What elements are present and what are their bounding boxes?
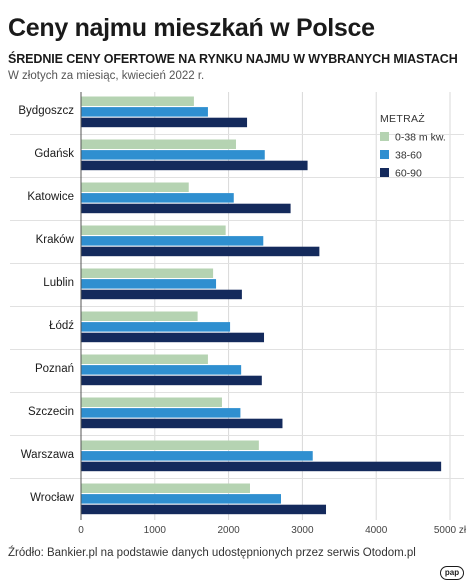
bar bbox=[81, 322, 231, 332]
x-tick-label: 2000 bbox=[217, 525, 240, 536]
legend-label: 60-90 bbox=[395, 168, 422, 180]
bar bbox=[81, 279, 217, 289]
bar bbox=[81, 236, 264, 246]
legend-title: METRAŻ bbox=[380, 112, 425, 125]
bar bbox=[81, 397, 222, 407]
bar bbox=[81, 246, 320, 257]
x-tick-label: 0 bbox=[78, 525, 84, 536]
pap-logo: pap bbox=[440, 566, 464, 580]
legend-swatch bbox=[380, 150, 389, 159]
bar bbox=[81, 268, 214, 278]
legend-label: 0-38 m kw. bbox=[395, 132, 446, 144]
unit-note: W złotych za miesiąc, kwiecień 2022 r. bbox=[8, 70, 205, 82]
chart-title: Ceny najmu mieszkań w Polsce bbox=[8, 14, 375, 42]
category-label: Lublin bbox=[43, 277, 74, 289]
bar bbox=[81, 440, 259, 450]
bar bbox=[81, 193, 234, 203]
bar bbox=[81, 408, 241, 418]
bar bbox=[81, 504, 327, 515]
category-label: Warszawa bbox=[21, 449, 75, 461]
x-tick-label: 1000 bbox=[144, 525, 167, 536]
x-tick-label: 5000 zł bbox=[434, 525, 467, 536]
category-label: Poznań bbox=[35, 363, 74, 375]
category-label: Katowice bbox=[27, 191, 74, 203]
bar bbox=[81, 117, 248, 128]
bar bbox=[81, 160, 308, 171]
category-label: Wrocław bbox=[30, 492, 75, 504]
legend-swatch bbox=[380, 132, 389, 141]
bar bbox=[81, 483, 251, 493]
bar bbox=[81, 96, 194, 106]
bar bbox=[81, 225, 226, 235]
bar bbox=[81, 182, 189, 192]
category-label: Kraków bbox=[36, 234, 75, 246]
bar bbox=[81, 494, 281, 504]
bar-chart: Bydgoszcz Gdańsk Katowice Kraków Lublin Łódź P… bbox=[10, 92, 467, 536]
category-label: Bydgoszcz bbox=[18, 105, 74, 117]
bar bbox=[81, 150, 265, 160]
x-tick-label: 3000 bbox=[291, 525, 314, 536]
bar bbox=[81, 418, 283, 429]
bar bbox=[81, 451, 313, 461]
bar bbox=[81, 354, 208, 364]
category-label: Gdańsk bbox=[34, 148, 74, 160]
category-label: Łódź bbox=[49, 320, 74, 332]
bar bbox=[81, 203, 291, 214]
source-note: Źródło: Bankier.pl na podstawie danych u… bbox=[8, 547, 416, 559]
bar bbox=[81, 289, 242, 300]
category-label: Szczecin bbox=[28, 406, 74, 418]
bar bbox=[81, 365, 242, 375]
chart-subtitle: ŚREDNIE CENY OFERTOWE NA RYNKU NAJMU W W… bbox=[8, 52, 458, 66]
bar bbox=[81, 461, 442, 472]
x-tick-label: 4000 bbox=[365, 525, 388, 536]
bar bbox=[81, 375, 262, 386]
bar bbox=[81, 139, 236, 149]
bar bbox=[81, 311, 198, 321]
bar bbox=[81, 107, 208, 117]
legend-label: 38-60 bbox=[395, 150, 422, 162]
legend-swatch bbox=[380, 168, 389, 177]
bar bbox=[81, 332, 265, 343]
